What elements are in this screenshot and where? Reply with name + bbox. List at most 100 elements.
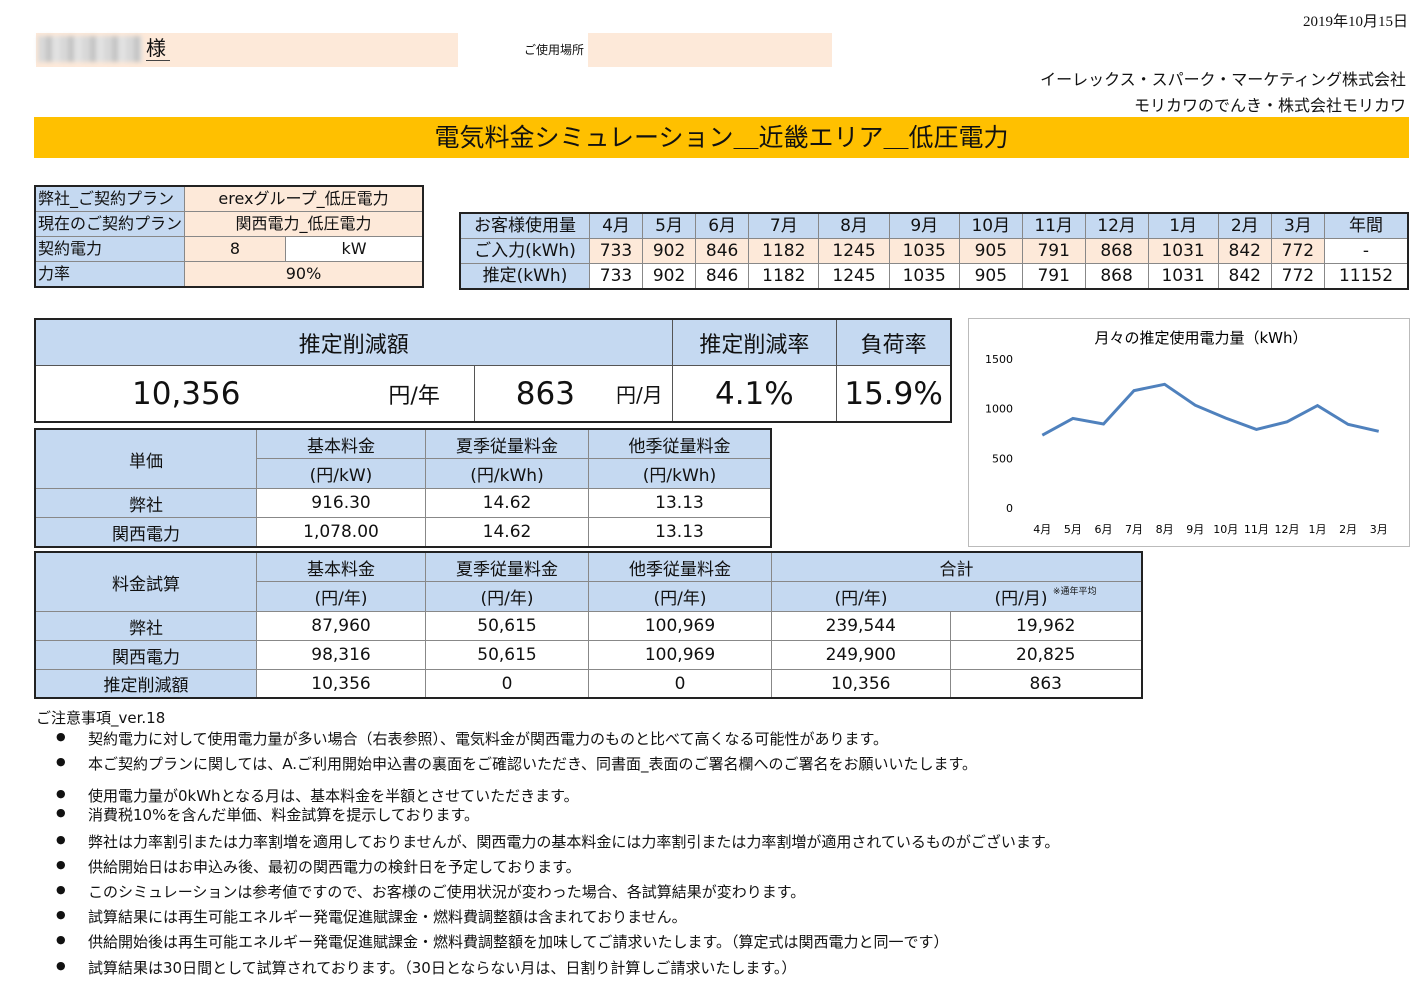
fee-cell: 863 [949,669,1143,699]
unit-price-table: 単価 基本料金 夏季従量料金 他季従量料金 (円/kW) (円/kWh) (円/… [34,428,772,548]
plan-value: 関西電力_低圧電力 [184,211,424,237]
note-text: 試算結果には再生可能エネルギー発電促進賦課金・燃料費調整額は含まれておりません。 [88,908,687,926]
fee-unit: (円/年) [588,581,772,612]
usage-est-cell: 846 [695,263,750,290]
usage-est-cell: 1031 [1147,263,1219,290]
fee-total-year-unit: (円/年) [771,581,950,612]
usage-input-annual: - [1324,238,1409,264]
summary-header-row: 推定削減額 推定削減率 負荷率 [34,318,952,366]
month-header-annual: 年間 [1324,212,1409,239]
chart-x-tick-label: 12月 [1274,523,1299,536]
chart-y-tick-label: 500 [992,452,1013,465]
fee-cell: 239,544 [771,611,951,641]
usage-header-row: お客様使用量 4月 5月 6月 7月 8月 9月 10月 11月 12月 1月 … [459,212,1409,239]
fee-unit: (円/年) [425,581,589,612]
usage-est-cell: 733 [588,263,644,290]
month-header: 11月 [1021,212,1086,239]
usage-est-row: 推定(kWh) 733 902 846 1182 1245 1035 905 7… [459,263,1409,290]
fee-row: 弊社 87,960 50,615 100,969 239,544 19,962 [34,611,1143,641]
usage-header-label: お客様使用量 [459,212,590,239]
usage-input-label: ご入力(kWh) [459,238,590,264]
price-cell: 13.13 [588,488,772,518]
month-header: 7月 [748,212,820,239]
note-text: 供給開始日はお申込み後、最初の関西電力の検針日を予定しております。 [88,858,581,876]
annual-unit: 円/年 [388,365,475,423]
usage-input-cell: 791 [1021,238,1086,264]
bullet-icon: ● [56,883,66,896]
note-text: 試算結果は30日間として試算されております。（30日とならない月は、日割り計算し… [88,959,797,977]
chart-series-line [1041,382,1380,437]
plan-table: 弊社_ご契約プラン erexグループ_低圧電力 現在のご契約プラン 関西電力_低… [34,185,424,288]
usage-input-cell: 905 [958,238,1023,264]
plan-row: 現在のご契約プラン 関西電力_低圧電力 [34,211,424,237]
company-name-1: イーレックス・スパーク・マーケティング株式会社 [1040,70,1406,89]
usage-input-cell: 1031 [1147,238,1219,264]
usage-est-cell: 1245 [818,263,890,290]
contract-value: 8 [184,236,286,262]
chart-x-tick-label: 2月 [1339,523,1357,536]
chart-x-tick-label: 1月 [1309,523,1327,536]
monthly-unit: 円/月 [616,365,673,423]
page-title: 電気料金シミュレーション＿近畿エリア＿低圧電力 [34,117,1409,158]
company-name-2: モリカワのでんき・株式会社モリカワ [1133,96,1406,115]
price-header: 夏季従量料金 [425,428,589,459]
fee-corner: 料金試算 [34,551,257,612]
reduction-rate: 4.1% [671,365,838,423]
rate-header: 推定削減率 [671,318,838,366]
price-row: 弊社 916.30 14.62 13.13 [34,488,772,518]
price-cell: 14.62 [425,488,589,518]
price-header-row: 単価 基本料金 夏季従量料金 他季従量料金 [34,428,772,489]
chart-x-tick-label: 10月 [1213,523,1238,536]
chart-y-tick-label: 1000 [985,403,1013,416]
fee-total-month-unit-cell: (円/月) ※通年平均 [950,581,1143,612]
fee-row-label: 推定削減額 [34,669,257,699]
fee-row-label: 弊社 [34,611,257,641]
chart-x-tick-label: 7月 [1125,523,1143,536]
chart-x-tick-label: 5月 [1064,523,1082,536]
price-cell: 14.62 [425,517,589,548]
fee-cell: 98,316 [256,640,426,670]
price-header: 基本料金 [256,428,426,459]
honorific: 様 [146,36,170,61]
fee-cell: 50,615 [425,611,589,641]
issue-date: 2019年10月15日 [1302,14,1408,30]
location-label: ご使用場所 [524,43,585,57]
fee-total-month-unit: (円/月) [994,589,1048,609]
price-unit: (円/kWh) [425,458,589,489]
usage-chart: 月々の推定使用電力量（kWh） 0 500 1000 1500 4月 5月 6月 7月 8月 9… [968,318,1410,547]
pf-row: 力率 90% [34,261,424,288]
price-row: 関西電力 1,078.00 14.62 13.13 [34,517,772,548]
plan-label: 現在のご契約プラン [34,211,185,237]
plan-row: 弊社_ご契約プラン erexグループ_低圧電力 [34,185,424,212]
usage-input-cell: 772 [1270,238,1326,264]
note-text: 本ご契約プランに関しては、A.ご利用開始申込書の裏面をご確認いただき、同書面_表… [88,755,977,773]
notes-title: ご注意事項_ver.18 [36,709,166,727]
month-header: 8月 [818,212,890,239]
fee-cell: 10,356 [256,669,426,699]
note-text: 契約電力に対して使用電力量が多い場合（右表参照）、電気料金が関西電力のものと比べ… [88,730,888,748]
month-header: 4月 [588,212,644,239]
fee-unit: (円/年) [256,581,426,612]
chart-x-tick-label: 9月 [1186,523,1204,536]
usage-chart-svg: 月々の推定使用電力量（kWh） 0 500 1000 1500 4月 5月 6月 7月 8月 9… [985,329,1388,536]
usage-input-cell: 902 [642,238,697,264]
month-header: 9月 [888,212,960,239]
monthly-reduction: 863 [473,365,617,423]
bullet-icon: ● [56,959,66,972]
usage-est-cell: 1182 [748,263,820,290]
usage-input-cell: 733 [588,238,644,264]
chart-x-tick-label: 3月 [1370,523,1388,536]
price-row-label: 関西電力 [34,517,257,548]
price-cell: 1,078.00 [256,517,426,548]
contract-unit: kW [285,236,424,262]
chart-x-tick-label: 6月 [1094,523,1112,536]
fee-cell: 0 [425,669,589,699]
usage-input-cell: 1035 [888,238,960,264]
month-header: 3月 [1270,212,1326,239]
usage-est-cell: 842 [1217,263,1272,290]
price-unit-row: (円/kW) (円/kWh) (円/kWh) [35,458,772,489]
price-unit: (円/kWh) [588,458,772,489]
usage-input-row: ご入力(kWh) 733 902 846 1182 1245 1035 905 … [459,238,1409,264]
contract-row: 契約電力 8 kW [34,236,424,262]
usage-est-cell: 791 [1021,263,1086,290]
